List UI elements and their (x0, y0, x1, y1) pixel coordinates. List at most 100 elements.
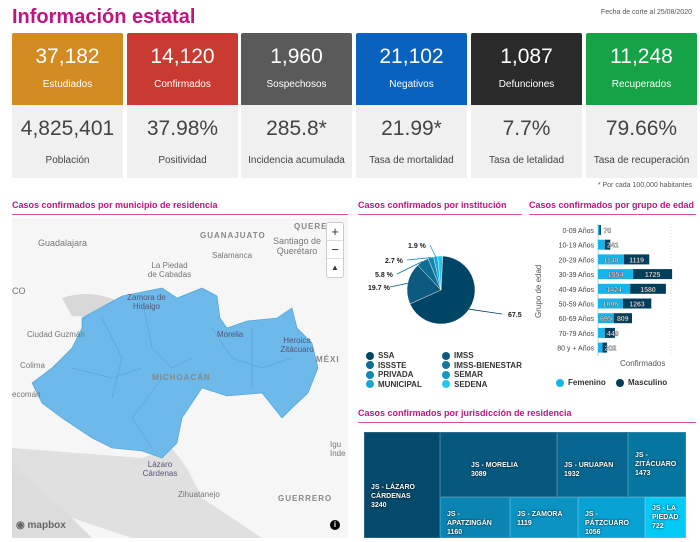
treemap-name: JS - LA PIEDAD (652, 505, 679, 522)
legend-label: MUNICIPAL (378, 379, 422, 389)
info-icon[interactable]: i (330, 520, 340, 530)
institution-title: Casos confirmados por institución (358, 200, 507, 210)
map-controls: + − ▲ (326, 222, 344, 278)
map-label: Igu Inde (330, 440, 346, 458)
bar-label: 695 (600, 316, 612, 323)
stat-value: 1,960 (270, 45, 323, 68)
bar-femenino[interactable] (598, 298, 623, 309)
bar-label: 1580 (640, 287, 656, 294)
legend-swatch (442, 380, 450, 388)
pie-leader-line (396, 261, 423, 275)
bar-femenino[interactable] (598, 327, 605, 338)
bar-masculino[interactable] (604, 327, 615, 338)
legend-item[interactable]: PRIVADA (366, 370, 413, 379)
stat-label: Sospechosos (266, 79, 327, 90)
map-label: GUERRERO (278, 494, 333, 503)
bar-femenino[interactable] (598, 239, 605, 250)
legend-item[interactable]: MUNICIPAL (366, 380, 422, 389)
stat-card: 21,102 Negativos 21.99* Tasa de mortalidad (356, 33, 467, 178)
treemap-cell[interactable]: JS - MORELIA 3089 (440, 432, 557, 497)
stat-card: 1,087 Defunciones 7.7% Tasa de letalidad (471, 33, 582, 178)
category-label: 0-09 Años (562, 228, 594, 235)
treemap-name: JS - APATZINGÁN (447, 511, 492, 528)
bar-label: 1263 (629, 302, 645, 309)
category-label: 70-79 Años (559, 331, 595, 338)
pie-slice[interactable] (437, 255, 443, 291)
michoacan-region (31, 287, 319, 459)
treemap-cell[interactable]: JS - ZITÁCUARO 1473 (628, 432, 686, 497)
bar-femenino[interactable] (598, 254, 624, 265)
legend-item[interactable]: ISSSTE (366, 361, 406, 370)
bar-label: 202 (605, 346, 617, 353)
legend-item[interactable]: Masculino (616, 378, 667, 387)
legend-item[interactable]: SEMAR (442, 370, 483, 379)
treemap-cell[interactable]: JS - ZAMORA 1119 (510, 497, 578, 538)
pie-label: 1.9 % (408, 243, 427, 250)
treemap-cell[interactable]: JS - APATZINGÁN 1160 (440, 497, 510, 538)
bar-masculino[interactable] (602, 342, 608, 353)
category-label: 20-29 Años (559, 257, 595, 264)
stat-sub-value: 37.98% (146, 117, 219, 140)
x-axis-label: Confirmados (620, 359, 666, 368)
bar-masculino[interactable] (599, 225, 601, 235)
stat-card: 37,182 Estudiados 4,825,401 Población (12, 33, 123, 178)
legend-item[interactable]: IMSS-BIENESTAR (442, 361, 522, 370)
map-label: Lázaro Cárdenas (142, 460, 178, 478)
municipality-map[interactable]: Guadalajara GUANAJUATO Santiago de Queré… (12, 218, 348, 538)
stat-card: 1,960 Sospechosos 285.8* Incidencia acumul… (241, 33, 352, 178)
bar-femenino[interactable] (598, 225, 600, 235)
treemap-value: 1932 (564, 471, 580, 479)
bar-masculino[interactable] (623, 254, 650, 265)
stat-label: Confirmados (154, 79, 211, 90)
bar-femenino[interactable] (598, 269, 634, 280)
map-label: Zamora de Hidalgo (127, 293, 166, 311)
category-label: 60-69 Años (559, 316, 595, 323)
zoom-out-button[interactable]: − (327, 241, 343, 259)
bar-masculino[interactable] (622, 298, 652, 309)
legend-swatch (366, 370, 374, 379)
map-label: Heroica Zitácuaro (280, 336, 314, 354)
legend-item[interactable]: Femenino (556, 378, 606, 387)
map-title: Casos confirmados por municipio de resid… (12, 200, 218, 210)
treemap-name: JS - PÁTZCUARO (585, 511, 629, 528)
bar-femenino[interactable] (598, 342, 603, 353)
compass-button[interactable]: ▲ (331, 263, 339, 272)
map-label: ecomán (12, 390, 41, 399)
legend-item[interactable]: IMSS (442, 351, 474, 360)
category-label: 40-49 Años (559, 287, 595, 294)
mapbox-logo[interactable]: ◉ mapbox (16, 520, 66, 531)
legend-label: SSA (378, 351, 395, 360)
bar-femenino[interactable] (598, 283, 631, 294)
stat-label: Defunciones (498, 79, 555, 90)
treemap-cell[interactable]: JS - URUAPAN 1932 (557, 432, 628, 497)
stat-label: Recuperados (611, 79, 672, 90)
bar-masculino[interactable] (630, 283, 666, 294)
cutoff-date: Fecha de corte al 25/08/2020 (600, 9, 692, 16)
stat-value: 1,087 (500, 45, 553, 68)
stat-sub-value: 79.66% (605, 117, 678, 140)
stat-sub-label: Tasa de mortalidad (369, 155, 454, 166)
legend-item[interactable]: SSA (366, 351, 394, 360)
bar-masculino[interactable] (613, 313, 632, 324)
jurisdiction-title: Casos confirmados por jurisdicción de re… (358, 408, 572, 418)
treemap-cell[interactable]: JS - LA PIEDAD 722 (645, 497, 686, 538)
treemap-value: 1160 (447, 529, 463, 537)
map-label: Zihuatanejo (178, 490, 220, 499)
bar-femenino[interactable] (598, 313, 614, 324)
pie-leader-line (469, 308, 503, 315)
zoom-in-button[interactable]: + (327, 223, 343, 241)
legend-swatch (366, 351, 374, 360)
bar-masculino[interactable] (633, 269, 673, 280)
pie-slice[interactable] (406, 264, 442, 305)
legend-item[interactable]: SEDENA (442, 380, 487, 389)
treemap-cell[interactable]: JS - LÁZARO CÁRDENAS 3240 (364, 432, 440, 538)
bar-label: 1148 (603, 257, 618, 264)
stat-value: 37,182 (35, 45, 100, 68)
treemap-value: 722 (652, 523, 664, 531)
legend-swatch (442, 351, 450, 360)
map-label: CO (12, 286, 26, 296)
age-bar-chart: 0-09 Años 70 10-19 Años 241 20-29 Años 1148 11… (557, 224, 673, 356)
page-title: Información estatal (12, 6, 196, 28)
treemap-cell[interactable]: JS - PÁTZCUARO 1056 (578, 497, 645, 538)
bar-masculino[interactable] (604, 239, 611, 250)
